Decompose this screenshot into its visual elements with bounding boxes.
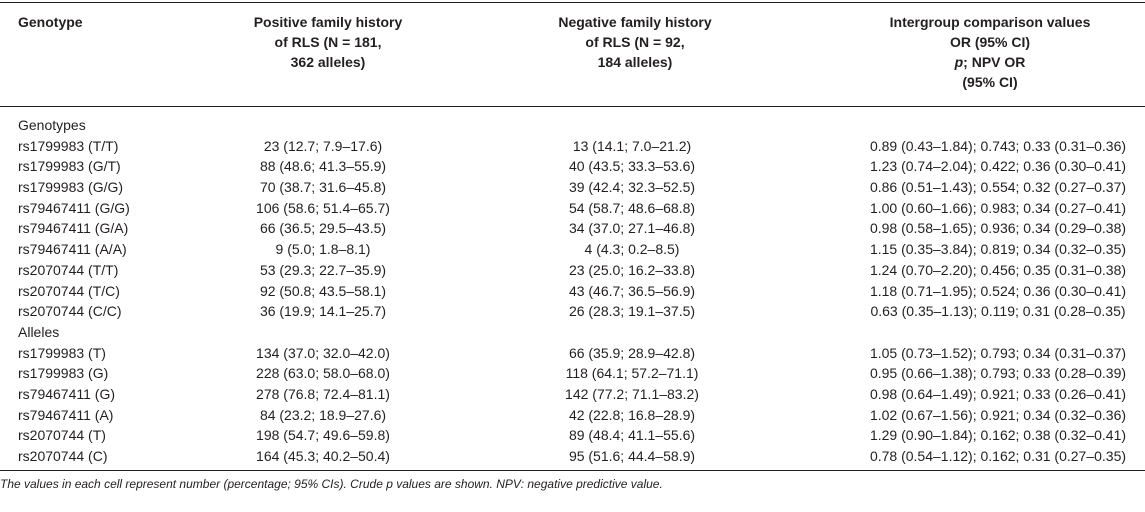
- negative-value: 39 (42.4; 32.3–52.5): [568, 179, 696, 196]
- positive-value: 92 (50.8; 43.5–58.1): [259, 282, 387, 299]
- table-row: rs2070744 (C/C) 36 (19.9; 14.1–25.7) 26 (2…: [0, 301, 1145, 322]
- negative-value: 66 (35.9; 28.9–42.8): [568, 344, 696, 361]
- header-bottom-rule: [0, 106, 1145, 107]
- negative-value: 43 (46.7; 36.5–56.9): [568, 282, 696, 299]
- header-genotype: Genotype: [18, 14, 83, 30]
- table-row: rs1799983 (T/T) 23 (12.7; 7.9–17.6) 13 (14…: [0, 136, 1145, 157]
- genotype-label: rs1799983 (G/G): [18, 179, 124, 196]
- genotype-label: rs1799983 (T/T): [18, 137, 119, 154]
- table-row: rs1799983 (G) 228 (63.0; 58.0–68.0) 118 (6…: [0, 363, 1145, 384]
- table-row: rs1799983 (G/G) 70 (38.7; 31.6–45.8) 39 (4…: [0, 177, 1145, 198]
- positive-value: 23 (12.7; 7.9–17.6): [263, 137, 383, 154]
- table-row: rs79467411 (A) 84 (23.2; 18.9–27.6) 42 (22…: [0, 405, 1145, 426]
- intergroup-value: 1.00 (0.60–1.66); 0.983; 0.34 (0.27–0.41…: [869, 199, 1127, 216]
- table-bottom-rule: [0, 470, 1145, 471]
- intergroup-value: 1.15 (0.35–3.84); 0.819; 0.34 (0.32–0.35…: [869, 241, 1127, 258]
- table-row: rs2070744 (C) 164 (45.3; 40.2–50.4) 95 (51…: [0, 446, 1145, 467]
- positive-value: 198 (54.7; 49.6–59.8): [256, 427, 390, 444]
- genotype-label: rs79467411 (G/G): [18, 199, 130, 216]
- section-title: Genotypes: [18, 117, 86, 133]
- negative-value: 26 (28.3; 19.1–37.5): [568, 303, 696, 320]
- positive-value: 88 (48.6; 41.3–55.9): [259, 158, 387, 175]
- intergroup-value: 1.24 (0.70–2.20); 0.456; 0.35 (0.31–0.38…: [869, 261, 1127, 278]
- genotype-label: rs2070744 (T/T): [18, 261, 119, 278]
- table-row: rs2070744 (T) 198 (54.7; 49.6–59.8) 89 (48…: [0, 425, 1145, 446]
- table-top-rule: [0, 2, 1145, 3]
- table-row: rs79467411 (G) 278 (76.8; 72.4–81.1) 142 (…: [0, 384, 1145, 405]
- intergroup-value: 0.98 (0.64–1.49); 0.921; 0.33 (0.26–0.41…: [869, 385, 1127, 402]
- positive-value: 36 (19.9; 14.1–25.7): [259, 303, 387, 320]
- genotype-label: rs2070744 (T/C): [18, 282, 120, 299]
- negative-value: 42 (22.8; 16.8–28.9): [568, 406, 696, 423]
- intergroup-value: 0.95 (0.66–1.38); 0.793; 0.33 (0.28–0.39…: [869, 365, 1127, 382]
- genotype-label: rs2070744 (C/C): [18, 303, 122, 320]
- genotype-label: rs79467411 (A): [18, 406, 114, 423]
- intergroup-value: 0.89 (0.43–1.84); 0.743; 0.33 (0.31–0.36…: [869, 137, 1127, 154]
- negative-value: 40 (43.5; 33.3–53.6): [568, 158, 696, 175]
- table-footnote: The values in each cell represent number…: [0, 477, 663, 491]
- intergroup-value: 1.23 (0.74–2.04); 0.422; 0.36 (0.30–0.41…: [869, 158, 1127, 175]
- table-row: rs1799983 (T) 134 (37.0; 32.0–42.0) 66 (35…: [0, 343, 1145, 364]
- negative-value: 23 (25.0; 16.2–33.8): [568, 261, 696, 278]
- genotype-label: rs79467411 (G): [18, 385, 116, 402]
- positive-value: 228 (63.0; 58.0–68.0): [256, 365, 390, 382]
- table-body: Genotypes rs1799983 (T/T) 23 (12.7; 7.9–17…: [0, 115, 1145, 467]
- intergroup-value: 0.78 (0.54–1.12); 0.162; 0.31 (0.27–0.35…: [869, 448, 1127, 464]
- intergroup-value: 1.18 (0.71–1.95); 0.524; 0.36 (0.30–0.41…: [869, 282, 1127, 299]
- intergroup-value: 0.98 (0.58–1.65); 0.936; 0.34 (0.29–0.38…: [869, 220, 1127, 237]
- intergroup-value: 0.86 (0.51–1.43); 0.554; 0.32 (0.27–0.37…: [869, 179, 1127, 196]
- section-header-row: Alleles: [0, 322, 1145, 343]
- table-row: rs79467411 (G/A) 66 (36.5; 29.5–43.5) 34 (…: [0, 218, 1145, 239]
- negative-value: 34 (37.0; 27.1–46.8): [568, 220, 696, 237]
- positive-value: 66 (36.5; 29.5–43.5): [259, 220, 387, 237]
- table-row: rs2070744 (T/C) 92 (50.8; 43.5–58.1) 43 (4…: [0, 281, 1145, 302]
- negative-value: 13 (14.1; 7.0–21.2): [572, 137, 692, 154]
- genotype-label: rs79467411 (G/A): [18, 220, 129, 237]
- negative-value: 95 (51.6; 44.4–58.9): [568, 448, 696, 464]
- table-row: rs2070744 (T/T) 53 (29.3; 22.7–35.9) 23 (2…: [0, 260, 1145, 281]
- table-row: rs1799983 (G/T) 88 (48.6; 41.3–55.9) 40 (4…: [0, 156, 1145, 177]
- genotype-label: rs1799983 (G/T): [18, 158, 121, 175]
- genotype-label: rs1799983 (G): [18, 365, 109, 382]
- header-negative-family-history: Negative family history of RLS (N = 92, …: [558, 14, 712, 70]
- negative-value: 89 (48.4; 41.1–55.6): [568, 427, 696, 444]
- positive-value: 53 (29.3; 22.7–35.9): [259, 261, 387, 278]
- section-header-row: Genotypes: [0, 115, 1145, 136]
- intergroup-value: 1.29 (0.90–1.84); 0.162; 0.38 (0.32–0.41…: [869, 427, 1127, 444]
- header-intergroup-comparison: Intergroup comparison values OR (95% CI)…: [889, 14, 1091, 90]
- table-row: rs79467411 (G/G) 106 (58.6; 51.4–65.7) 54 …: [0, 198, 1145, 219]
- positive-value: 70 (38.7; 31.6–45.8): [259, 179, 387, 196]
- genotype-label: rs2070744 (C): [18, 448, 108, 464]
- positive-value: 9 (5.0; 1.8–8.1): [275, 241, 371, 258]
- genotype-label: rs1799983 (T): [18, 344, 106, 361]
- positive-value: 164 (45.3; 40.2–50.4): [256, 448, 390, 464]
- positive-value: 84 (23.2; 18.9–27.6): [259, 406, 387, 423]
- genotype-label: rs79467411 (A/A): [18, 241, 127, 258]
- genotype-label: rs2070744 (T): [18, 427, 106, 444]
- positive-value: 106 (58.6; 51.4–65.7): [256, 199, 390, 216]
- table-row: rs79467411 (A/A) 9 (5.0; 1.8–8.1) 4 (4.3; …: [0, 239, 1145, 260]
- positive-value: 134 (37.0; 32.0–42.0): [256, 344, 390, 361]
- intergroup-value: 1.02 (0.67–1.56); 0.921; 0.34 (0.32–0.36…: [869, 406, 1127, 423]
- positive-value: 278 (76.8; 72.4–81.1): [256, 385, 390, 402]
- section-title: Alleles: [18, 323, 60, 340]
- negative-value: 118 (64.1; 57.2–71.1): [565, 365, 699, 382]
- negative-value: 54 (58.7; 48.6–68.8): [568, 199, 696, 216]
- negative-value: 4 (4.3; 0.2–8.5): [584, 241, 680, 258]
- intergroup-value: 1.05 (0.73–1.52); 0.793; 0.34 (0.31–0.37…: [869, 344, 1127, 361]
- intergroup-value: 0.63 (0.35–1.13); 0.119; 0.31 (0.28–0.35…: [870, 303, 1126, 320]
- negative-value: 142 (77.2; 71.1–83.2): [565, 385, 699, 402]
- header-positive-family-history: Positive family history of RLS (N = 181,…: [253, 14, 403, 70]
